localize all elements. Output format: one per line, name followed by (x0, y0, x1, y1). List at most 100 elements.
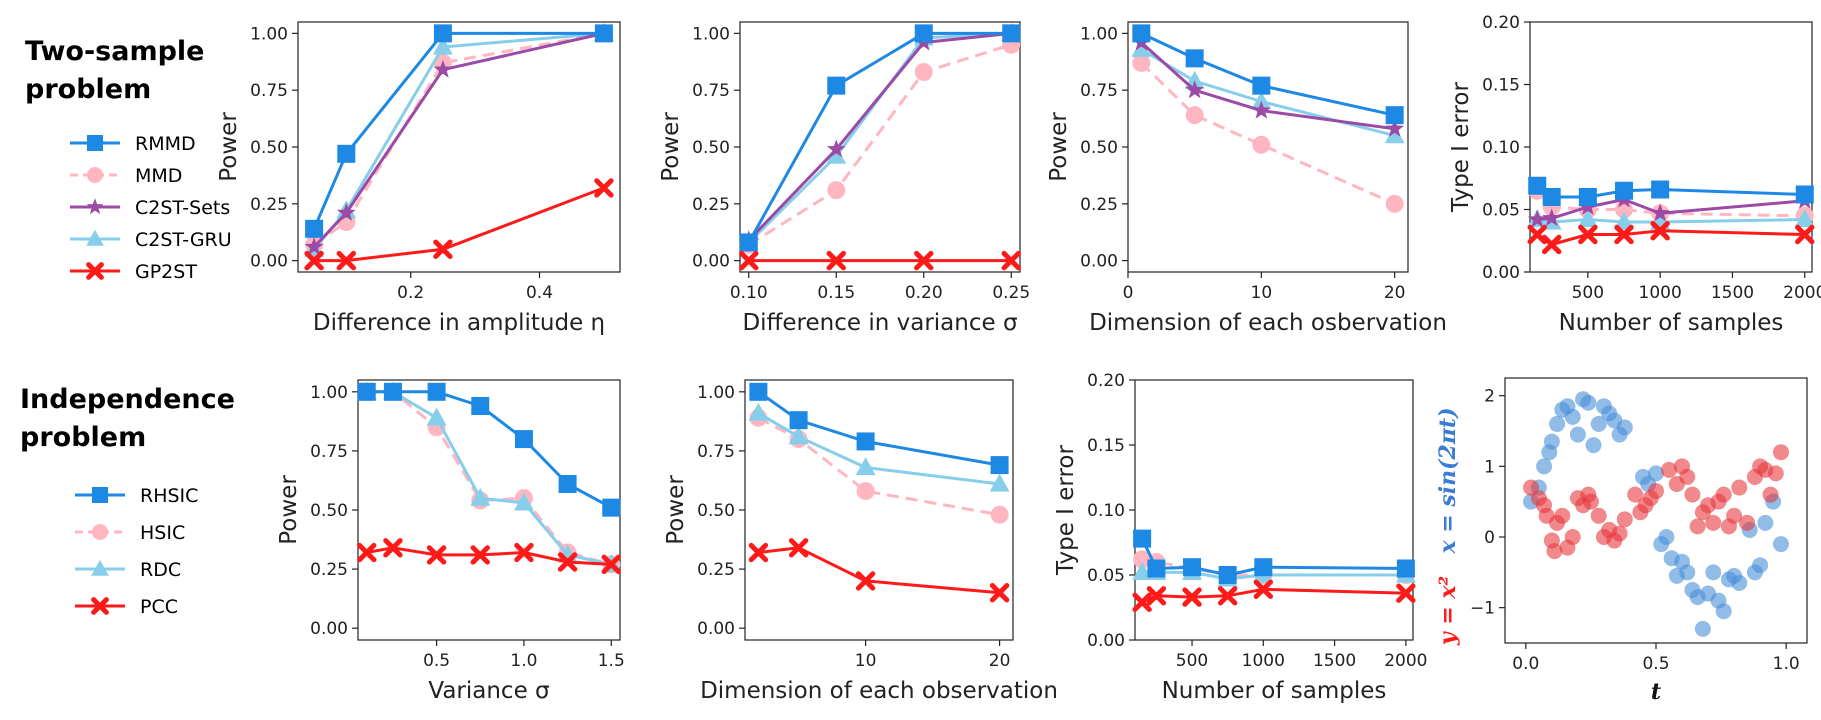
x-tick-label: 1.5 (598, 651, 625, 671)
x-axis-label: Dimension of each osbervation (1089, 310, 1447, 336)
scatter-point-y-x (1684, 486, 1701, 503)
x-tick-label: 20 (989, 651, 1011, 671)
data-point-rhsic (789, 411, 808, 430)
data-point-pcc (989, 583, 1010, 603)
scatter-point-x-sin-2-t (1549, 415, 1566, 432)
data-point-rmmd (827, 76, 846, 95)
data-point-rmmd (305, 219, 324, 238)
x-tick-label: 0.0 (1512, 654, 1539, 674)
data-point-rhsic (1254, 558, 1273, 577)
series-line-gp2st (314, 186, 605, 263)
y-axis-label: Power (663, 475, 689, 545)
data-point-gp2st (336, 250, 356, 271)
data-point-mmd (914, 63, 933, 81)
legend-marker-pcc (91, 597, 109, 615)
scatter-point-y-x (1705, 514, 1722, 531)
y-tick-label: 0.75 (1080, 81, 1118, 101)
data-point-rmmd (1651, 180, 1670, 199)
data-point-rdc (426, 407, 447, 426)
data-point-c2st-sets (433, 59, 453, 78)
data-point-rdc (470, 487, 491, 506)
scatter-point-y-x (1767, 465, 1784, 482)
y-tick-label: 0.10 (1087, 501, 1125, 521)
two-sample-title-line1: Two-sample (25, 36, 204, 67)
data-point-hsic (856, 482, 875, 501)
scatter-point-x-sin-2-t (1536, 458, 1553, 475)
data-point-rhsic (383, 382, 402, 401)
data-point-rmmd (739, 233, 758, 252)
scatter-point-x-sin-2-t (1705, 564, 1722, 581)
panel-two-sample-type1: 0.00 0.05 0.10 0.15 0.20 500 1000 1500 2000 Numbe… (1448, 13, 1821, 336)
y-tick-label: 1.00 (692, 24, 730, 44)
legend-marker-rhsic (92, 487, 108, 503)
data-point-pcc (601, 554, 621, 575)
y-tick-label: 1 (1484, 457, 1495, 477)
legend-label-hsic: HSIC (140, 522, 185, 544)
scatter-point-x-sin-2-t (1731, 574, 1748, 591)
x-tick-label: 2000 (1783, 283, 1821, 303)
scatter-point-x-sin-2-t (1616, 419, 1633, 436)
y-tick-label: −1 (1470, 599, 1495, 619)
legend-label-c2st-gru: C2ST-GRU (135, 229, 232, 251)
data-point-pcc (426, 545, 447, 565)
y-tick-label: 0.05 (1482, 201, 1520, 221)
data-point-gp2st (1527, 224, 1547, 245)
panel-two-sample-dimension: 0.00 0.25 0.50 0.75 1.00 0 10 20 Dimension of ea… (1046, 21, 1447, 336)
y-tick-label: 0.00 (310, 619, 348, 639)
scatter-point-y-x (1772, 444, 1789, 461)
data-point-mmd (1132, 53, 1151, 72)
y-tick-label: 0.50 (250, 138, 288, 158)
x-tick-label: 2000 (1384, 651, 1427, 671)
data-point-c2st-sets (1251, 100, 1271, 119)
scatter-point-x-sin-2-t (1658, 529, 1675, 545)
y-axis-label: Power (1046, 112, 1072, 182)
data-point-mmd (1252, 135, 1271, 154)
data-point-rmmd (594, 24, 613, 43)
data-point-rhsic (514, 430, 533, 449)
scatter-point-x-sin-2-t (1590, 415, 1607, 432)
y-axis-label: Power (658, 112, 684, 182)
legend-label-mmd: MMD (135, 165, 182, 187)
y-tick-label: 0.00 (1482, 263, 1520, 283)
data-point-rmmd (1385, 106, 1404, 125)
data-point-rhsic (749, 382, 768, 401)
independence-title-line1: Independence (20, 384, 235, 415)
scatter-point-y-x (1616, 511, 1633, 528)
data-point-rhsic (856, 432, 875, 451)
data-point-mmd (1385, 194, 1404, 213)
data-point-c2st-gru (1384, 125, 1405, 144)
y-tick-label: 0.10 (1482, 138, 1520, 158)
y-axis-label-blue: x = sin(2πt) (1435, 408, 1461, 555)
data-point-rhsic (1183, 558, 1202, 577)
scatter-point-y-x (1731, 479, 1748, 496)
independence-title-line2: problem (20, 422, 146, 453)
data-point-rhsic (602, 498, 621, 517)
data-point-rhsic (427, 382, 446, 401)
data-point-pcc (557, 552, 578, 572)
series-line-c2st-sets (1140, 41, 1395, 131)
y-axis-label: Type I error (1448, 82, 1474, 213)
y-axis-label: Power (276, 475, 302, 545)
x-tick-label: 500 (1176, 651, 1208, 671)
data-point-c2st-sets (1578, 197, 1598, 216)
legend-marker-c2st-gru (86, 229, 104, 246)
y-tick-label: 0.15 (1482, 76, 1520, 96)
data-point-mmd (827, 181, 846, 200)
data-point-rmmd (433, 24, 452, 43)
legend-label-gp2st: GP2ST (135, 261, 197, 283)
y-tick-label: 0.00 (692, 252, 730, 272)
x-tick-label: 0.25 (992, 283, 1030, 303)
x-tick-label: 0.5 (423, 651, 450, 671)
data-point-gp2st (433, 239, 453, 259)
data-point-c2st-gru (1251, 91, 1272, 110)
x-axis-label: Number of samples (1162, 678, 1387, 704)
y-tick-label: 0.50 (697, 501, 735, 521)
data-point-gp2st (1795, 224, 1815, 245)
data-point-hsic (1133, 550, 1152, 569)
data-point-rhsic (1396, 559, 1415, 578)
data-point-rmmd (1185, 49, 1204, 68)
data-point-rmmd (1252, 76, 1271, 95)
data-point-c2st-sets (304, 237, 324, 256)
scatter-point-x-sin-2-t (1679, 564, 1696, 581)
y-tick-label: 0.00 (1080, 252, 1118, 272)
